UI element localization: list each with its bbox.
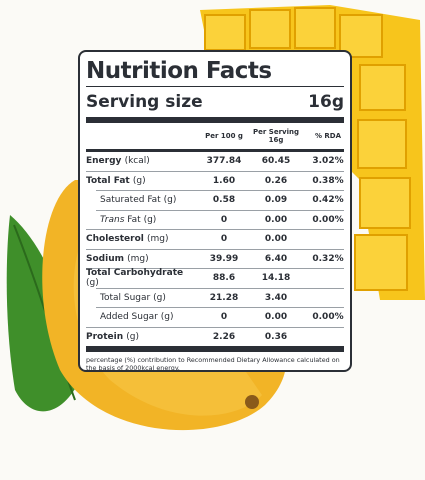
nutrient-row: Saturated Fat (g) 0.58 0.09 0.42% [96, 190, 344, 210]
serving-label: Serving size [86, 92, 203, 112]
rda: 3.02% [312, 156, 344, 167]
serving-row: Serving size 16g [86, 87, 344, 117]
nutrient-name-cell: Cholesterol (mg) [86, 234, 198, 244]
per-100g: 0 [220, 234, 228, 245]
per-serving: 14.18 [261, 273, 291, 284]
rda: 0.42% [312, 195, 344, 206]
nutrient-unit: (g) [126, 331, 140, 342]
nutrient-name: Protein [86, 331, 124, 342]
nutrient-name: Energy [86, 156, 122, 167]
per-100g: 21.28 [209, 292, 239, 303]
nutrient-unit: (g) [163, 195, 177, 206]
per-serving: 3.40 [264, 292, 288, 303]
col-head: % RDA [314, 132, 342, 140]
nutrient-row: Total Fat (g) 1.60 0.26 0.38% [86, 170, 344, 191]
nutrient-row: Trans Fat (g) 0 0.00 0.00% [96, 209, 344, 230]
per-100g: 0.58 [212, 195, 236, 206]
per-serving: 0.09 [264, 195, 288, 206]
nutrient-name: Total Fat [86, 175, 130, 186]
nutrient-unit: (g) [153, 292, 166, 303]
nutrient-name-cell: Total Carbohydrate (g) [86, 268, 198, 288]
per-100g: 1.60 [212, 175, 236, 186]
thick-rule [86, 117, 344, 123]
serving-value: 16g [308, 92, 344, 112]
nutrient-unit: (g) [160, 312, 174, 323]
nutrient-name: Total Carbohydrate [86, 268, 184, 279]
nutrient-name: Sodium [86, 253, 124, 264]
nutrient-name-cell: Energy (kcal) [86, 156, 198, 166]
thick-rule [86, 149, 344, 152]
per-serving: 0.36 [264, 331, 288, 342]
nutrient-name-cell: Total Sugar (g) [96, 293, 198, 303]
nutrient-row: Protein (g) 2.26 0.36 [86, 326, 344, 347]
rda: 0.32% [312, 253, 344, 264]
thick-rule [86, 346, 344, 352]
per-100g: 39.99 [209, 253, 239, 264]
per-serving: 60.45 [261, 156, 291, 167]
nutrient-name-cell: Protein (g) [86, 332, 198, 342]
nutrient-unit: (mg) [127, 253, 149, 264]
nutrient-name: Added Sugar [100, 312, 158, 323]
nutrient-name-cell: Total Fat (g) [86, 176, 198, 186]
nutrient-row: Sodium (mg) 39.99 6.40 0.32% [86, 248, 344, 269]
per-serving: 6.40 [264, 253, 288, 264]
per-100g: 0 [220, 312, 228, 323]
nutrient-name: Fat [127, 214, 141, 225]
col-head: Per 100 g [205, 132, 243, 140]
nutrient-name-italic: Trans [100, 214, 125, 225]
col-head-line: 16g [268, 136, 284, 144]
nutrient-row: Added Sugar (g) 0 0.00 0.00% [96, 307, 344, 327]
footnote: percentage (%) contribution to Recommend… [86, 356, 340, 372]
nutrient-name: Total Sugar [100, 292, 151, 303]
nutrient-name-cell: Sodium (mg) [86, 254, 198, 264]
rda: 0.00% [312, 312, 344, 323]
rule [86, 86, 344, 87]
per-100g: 0 [220, 214, 228, 225]
nutrition-label: Nutrition Facts Serving size 16g Per 100… [78, 50, 352, 372]
nutrient-unit: (kcal) [124, 156, 150, 167]
rda: 0.00% [312, 214, 344, 225]
per-serving: 0.00 [264, 312, 288, 323]
per-100g: 377.84 [206, 156, 242, 167]
nutrient-unit: (g) [86, 278, 99, 289]
title: Nutrition Facts [86, 58, 272, 84]
per-100g: 88.6 [212, 273, 236, 284]
nutrient-name: Saturated Fat [100, 195, 161, 206]
nutrient-name-cell: Saturated Fat (g) [96, 195, 198, 205]
nutrient-name: Cholesterol [86, 234, 144, 245]
col-head: Per Serving 16g [250, 128, 302, 144]
nutrient-row: Energy (kcal) 377.84 60.45 3.02% [86, 152, 344, 171]
nutrient-row: Total Carbohydrate (g) 88.6 14.18 [86, 268, 344, 288]
nutrient-unit: (mg) [147, 234, 169, 245]
column-header: Per 100 g Per Serving 16g % RDA [86, 123, 344, 149]
nutrient-row: Cholesterol (mg) 0 0.00 [86, 229, 344, 249]
nutrient-unit: (g) [132, 175, 146, 186]
rda: 0.38% [312, 175, 344, 186]
per-100g: 2.26 [212, 331, 236, 342]
nutrient-name-cell: Trans Fat (g) [96, 215, 198, 225]
nutrient-name-cell: Added Sugar (g) [96, 312, 198, 322]
col-head-line: Per Serving [253, 128, 299, 136]
per-serving: 0.26 [264, 175, 288, 186]
nutrient-row: Total Sugar (g) 21.28 3.40 [96, 287, 344, 308]
per-serving: 0.00 [264, 234, 288, 245]
rows: Energy (kcal) 377.84 60.45 3.02% Total Fat (… [86, 152, 344, 346]
nutrient-unit: (g) [143, 214, 157, 225]
per-serving: 0.00 [264, 214, 288, 225]
